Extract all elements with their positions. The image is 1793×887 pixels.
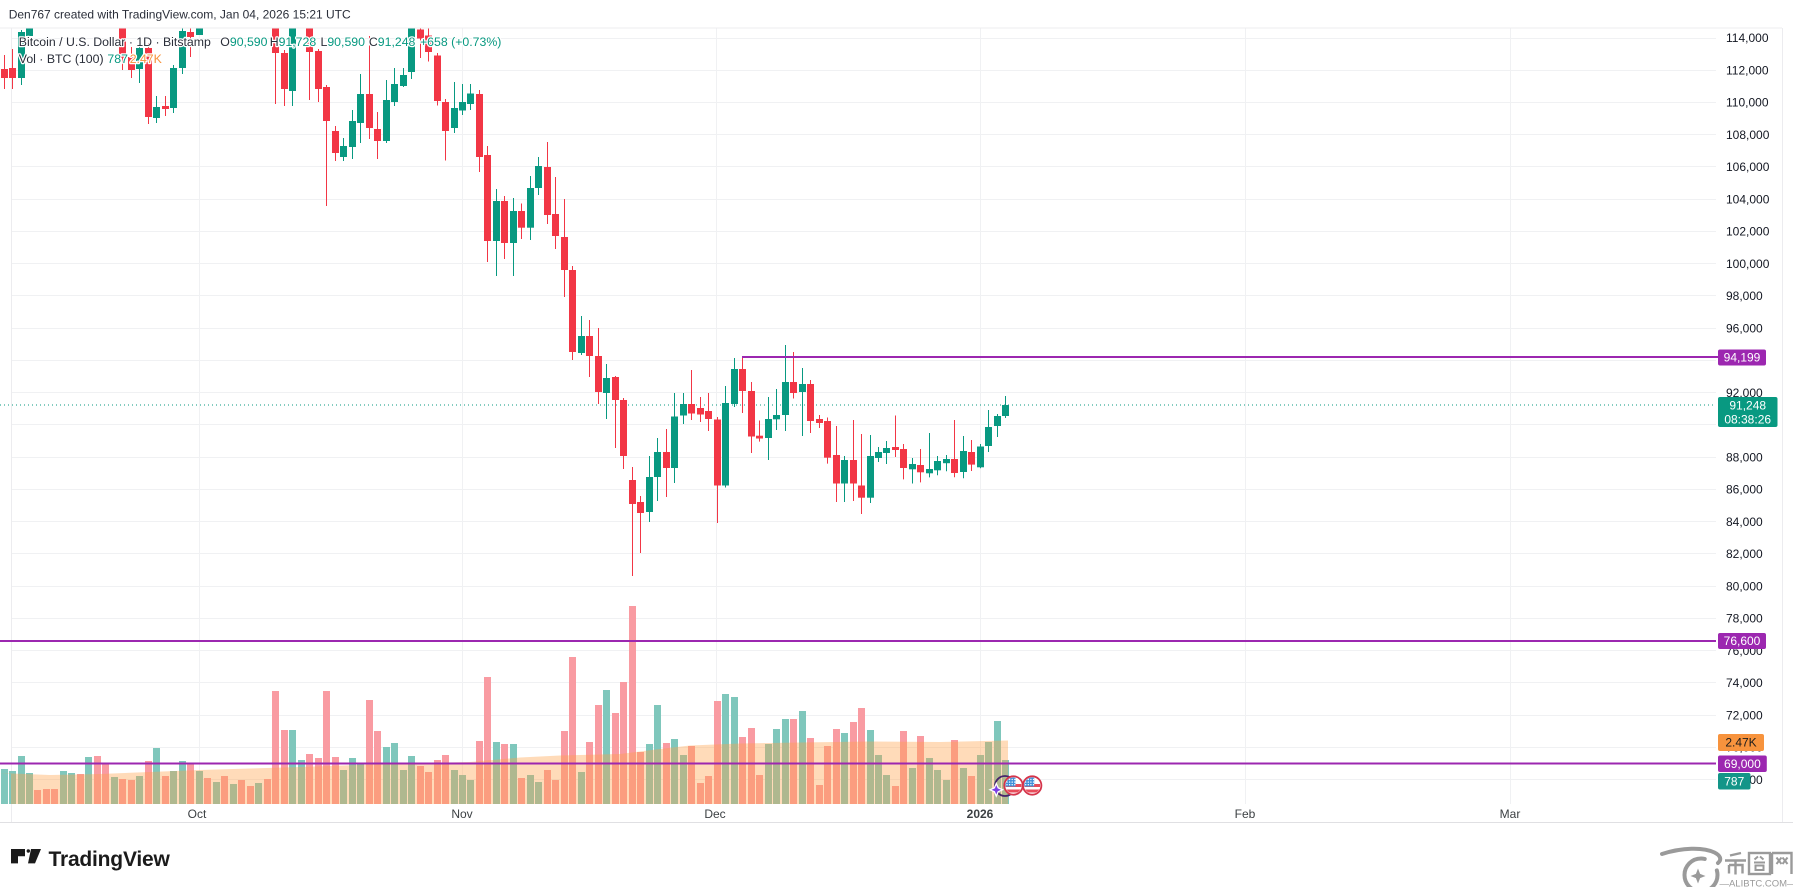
svg-text:08:38:26: 08:38:26	[1724, 413, 1771, 427]
svg-text:H91,728: H91,728	[270, 35, 317, 49]
svg-text:2.47K: 2.47K	[1725, 736, 1756, 750]
svg-text:O90,590: O90,590	[220, 35, 267, 49]
svg-text:80,000: 80,000	[1726, 579, 1763, 593]
svg-text:+658 (+0.73%): +658 (+0.73%)	[420, 35, 501, 49]
svg-text:96,000: 96,000	[1726, 321, 1763, 335]
svg-text:787: 787	[107, 52, 128, 66]
svg-text:112,000: 112,000	[1726, 63, 1769, 77]
svg-text:Nov: Nov	[451, 807, 472, 821]
svg-text:69,000: 69,000	[1724, 757, 1761, 771]
svg-text:Den767 created with TradingVie: Den767 created with TradingView.com, Jan…	[9, 8, 351, 22]
svg-text:72,000: 72,000	[1726, 708, 1763, 722]
svg-text:Dec: Dec	[704, 807, 725, 821]
svg-text:88,000: 88,000	[1726, 450, 1763, 464]
svg-text:92,000: 92,000	[1726, 386, 1763, 400]
svg-text:L90,590: L90,590	[321, 35, 366, 49]
svg-text:84,000: 84,000	[1726, 515, 1763, 529]
svg-text:TradingView: TradingView	[49, 848, 171, 871]
svg-text:Mar: Mar	[1500, 807, 1521, 821]
svg-text:2026: 2026	[967, 807, 994, 821]
svg-text:78,000: 78,000	[1726, 612, 1763, 626]
svg-text:104,000: 104,000	[1726, 192, 1770, 206]
svg-text:Bitcoin / U.S. Dollar · 1D · B: Bitcoin / U.S. Dollar · 1D · Bitstamp	[19, 35, 211, 49]
svg-text:Feb: Feb	[1235, 807, 1256, 821]
svg-text:102,000: 102,000	[1726, 225, 1770, 239]
svg-text:2.47K: 2.47K	[130, 52, 163, 66]
svg-text:106,000: 106,000	[1726, 160, 1770, 174]
svg-text:110,000: 110,000	[1726, 96, 1769, 110]
svg-text:74,000: 74,000	[1726, 676, 1763, 690]
svg-text:Oct: Oct	[188, 807, 207, 821]
svg-text:76,600: 76,600	[1724, 634, 1761, 648]
svg-text:787: 787	[1724, 775, 1744, 789]
svg-text:94,199: 94,199	[1724, 351, 1761, 365]
svg-text:108,000: 108,000	[1726, 128, 1770, 142]
svg-text:82,000: 82,000	[1726, 547, 1763, 561]
svg-text:86,000: 86,000	[1726, 483, 1763, 497]
svg-text:Vol · BTC (100): Vol · BTC (100)	[19, 52, 104, 66]
svg-text:114,000: 114,000	[1726, 31, 1769, 45]
svg-text:100,000: 100,000	[1726, 257, 1770, 271]
svg-text:C91,248: C91,248	[369, 35, 416, 49]
svg-text:—ALIBTC.COM—: —ALIBTC.COM—	[1719, 879, 1793, 887]
svg-text:91,248: 91,248	[1729, 399, 1766, 413]
svg-text:98,000: 98,000	[1726, 289, 1763, 303]
